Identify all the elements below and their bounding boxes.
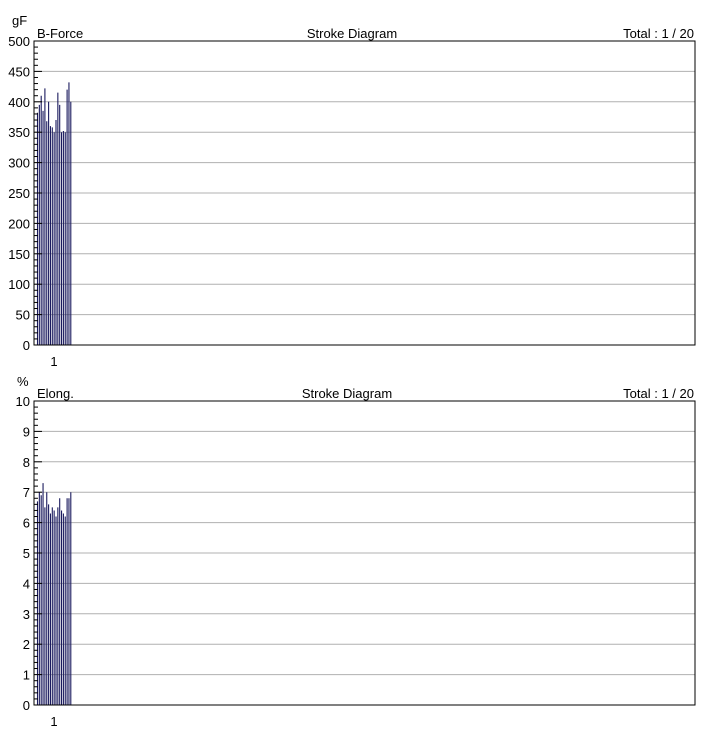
bforce-y-tick-label: 400 <box>8 95 30 110</box>
elong-y-tick-label: 3 <box>23 607 30 622</box>
bforce-total-label: Total : 1 / 20 <box>623 26 694 41</box>
bforce-x-tick-label: 1 <box>50 354 57 369</box>
bforce-series-label: B-Force <box>37 26 83 41</box>
bforce-y-tick-label: 50 <box>16 308 30 323</box>
elong-y-tick-label: 8 <box>23 455 30 470</box>
bforce-y-tick-label: 0 <box>23 338 30 353</box>
elong-unit-label: % <box>17 374 29 389</box>
elong-y-tick-label: 6 <box>23 516 30 531</box>
bforce-chart: gF B-Force Stroke Diagram Total : 1 / 20… <box>8 13 696 369</box>
bforce-grid <box>34 70 695 316</box>
bforce-y-tick-label: 300 <box>8 156 30 171</box>
bforce-y-tick-label: 250 <box>8 186 30 201</box>
elong-bars <box>36 483 72 705</box>
elong-y-ticks: 0 1 2 3 4 5 6 7 8 9 10 <box>16 394 42 713</box>
bforce-y-tick-label: 350 <box>8 125 30 140</box>
elong-y-tick-label: 7 <box>23 485 30 500</box>
bforce-y-tick-label: 150 <box>8 247 30 262</box>
elong-series-label: Elong. <box>37 386 74 401</box>
bforce-y-tick-label: 100 <box>8 277 30 292</box>
bforce-bars <box>36 82 72 345</box>
elong-y-tick-label: 5 <box>23 546 30 561</box>
elong-y-tick-label: 0 <box>23 698 30 713</box>
elong-grid <box>34 430 695 676</box>
elong-plot-frame <box>33 400 696 706</box>
elong-y-tick-label: 10 <box>16 394 30 409</box>
bforce-plot-frame <box>33 40 696 346</box>
elong-y-tick-label: 1 <box>23 668 30 683</box>
bforce-y-tick-label: 200 <box>8 216 30 231</box>
bforce-y-ticks: 0 50 100 150 200 250 300 350 400 450 500 <box>8 34 42 353</box>
elong-chart: % Elong. Stroke Diagram Total : 1 / 20 0… <box>16 374 696 729</box>
elong-total-label: Total : 1 / 20 <box>623 386 694 401</box>
elong-y-tick-label: 9 <box>23 424 30 439</box>
elong-y-tick-label: 4 <box>23 576 30 591</box>
bforce-chart-title: Stroke Diagram <box>307 26 397 41</box>
bforce-unit-label: gF <box>12 13 27 28</box>
bforce-y-tick-label: 500 <box>8 34 30 49</box>
elong-x-tick-label: 1 <box>50 714 57 729</box>
bforce-y-tick-label: 450 <box>8 64 30 79</box>
elong-chart-title: Stroke Diagram <box>302 386 392 401</box>
elong-y-tick-label: 2 <box>23 637 30 652</box>
